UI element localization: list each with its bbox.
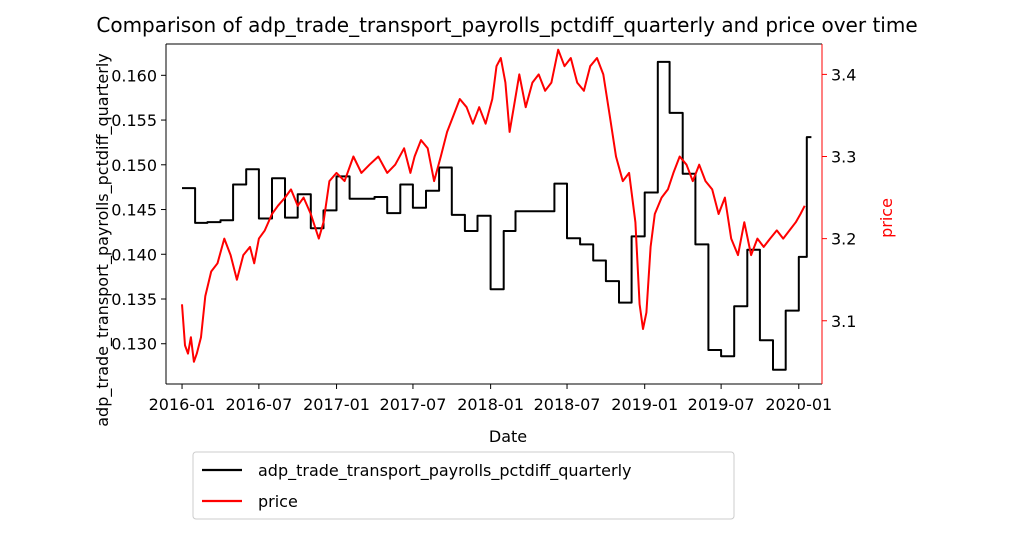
x-tick-label: 2016-01 — [149, 395, 216, 414]
legend-frame — [192, 451, 735, 520]
y-right-tick-label: 3.4 — [831, 65, 856, 84]
y-axis-right-label: price — [877, 198, 896, 238]
legend-label-price: price — [258, 492, 298, 511]
y-right-tick-label: 3.3 — [831, 148, 856, 167]
y-left-tick-label: 0.160 — [111, 66, 157, 85]
x-tick-label: 2020-01 — [765, 395, 832, 414]
x-tick-label: 2018-01 — [457, 395, 524, 414]
x-tick-label: 2017-01 — [303, 395, 370, 414]
legend-label-adp: adp_trade_transport_payrolls_pctdiff_qua… — [258, 461, 632, 481]
x-axis-label: Date — [489, 427, 527, 446]
series-line-adp — [182, 60, 812, 371]
legend: adp_trade_transport_payrolls_pctdiff_qua… — [192, 451, 735, 520]
x-tick-label: 2019-01 — [611, 395, 678, 414]
chart-title: Comparison of adp_trade_transport_payrol… — [96, 13, 917, 37]
x-tick-label: 2016-07 — [225, 395, 292, 414]
y-left-tick-label: 0.150 — [111, 156, 157, 175]
y-axis-left-label: adp_trade_transport_payrolls_pctdiff_qua… — [93, 53, 113, 427]
y-left-tick-label: 0.130 — [111, 335, 157, 354]
y-right-tick-label: 3.2 — [831, 230, 856, 249]
plot-area: 2016-01 2016-07 2017-01 2017-07 2018-01 2018-… — [111, 43, 856, 414]
x-tick-label: 2017-07 — [380, 395, 447, 414]
x-tick-label: 2019-07 — [688, 395, 755, 414]
series-line-price — [181, 48, 806, 363]
y-left-tick-label: 0.140 — [111, 245, 157, 264]
y-left-tick-label: 0.155 — [111, 111, 157, 130]
y-left-tick-label: 0.135 — [111, 290, 157, 309]
y-right-tick-label: 3.1 — [831, 312, 856, 331]
y-left-tick-label: 0.145 — [111, 201, 157, 220]
x-tick-label: 2018-07 — [534, 395, 601, 414]
